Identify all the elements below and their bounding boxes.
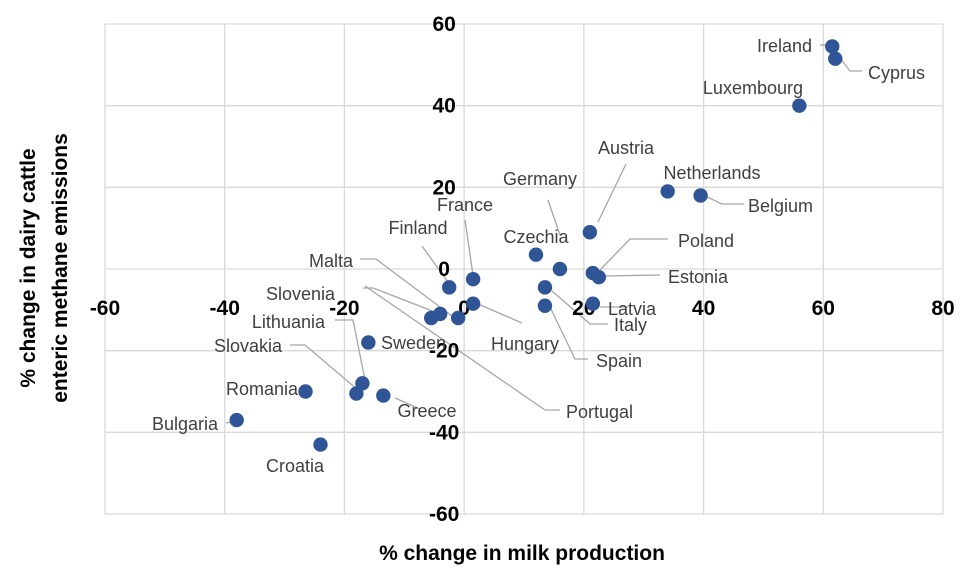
data-point-croatia (313, 437, 328, 452)
data-label-slovakia: Slovakia (214, 336, 283, 356)
data-point-bulgaria (229, 412, 244, 428)
x-tick-label: -40 (210, 297, 240, 320)
data-label-spain: Spain (596, 351, 642, 371)
data-label-ireland: Ireland (757, 36, 812, 56)
x-tick-label: 80 (931, 297, 954, 320)
data-point-germany (552, 261, 568, 277)
data-label-netherlands: Netherlands (663, 163, 760, 183)
data-label-lithuania: Lithuania (252, 312, 326, 332)
y-tick-label: -40 (429, 421, 459, 444)
data-label-germany: Germany (503, 169, 577, 189)
x-tick-label: -20 (329, 297, 359, 320)
leader-line-germany (547, 199, 561, 236)
data-point-sweden (361, 335, 376, 350)
data-point-cyprus (828, 51, 843, 66)
x-axis-title: % change in milk production (379, 542, 665, 565)
data-point-slovakia (349, 386, 364, 401)
grid-lines (104, 23, 944, 515)
x-tick-label: 40 (692, 297, 715, 320)
data-label-luxembourg: Luxembourg (703, 78, 803, 98)
data-point-greece (376, 388, 391, 403)
data-point-latvia (585, 296, 601, 311)
y-tick-label: 20 (432, 176, 455, 199)
data-label-austria: Austria (598, 138, 655, 158)
leader-line-poland (599, 238, 668, 271)
leader-line-italy (551, 290, 608, 325)
y-tick-label: 0 (438, 258, 450, 281)
leader-line-estonia (602, 274, 661, 277)
leader-line-spain (549, 306, 588, 360)
leader-line-lithuania (335, 319, 366, 381)
data-point-spain (537, 298, 553, 313)
data-point-austria (582, 225, 598, 240)
data-label-portugal: Portugal (566, 402, 633, 422)
data-label-malta: Malta (309, 251, 354, 271)
leader-line-belgium (704, 195, 744, 205)
leader-line-malta (360, 258, 453, 317)
leader-line-france (464, 219, 474, 276)
y-tick-label: -20 (429, 340, 459, 363)
x-tick-label: 60 (812, 297, 835, 320)
data-points (229, 39, 843, 452)
data-point-ireland (825, 39, 840, 54)
data-label-slovenia: Slovenia (266, 284, 336, 304)
data-point-romania (298, 384, 313, 399)
data-label-latvia: Latvia (608, 299, 657, 319)
data-label-croatia: Croatia (266, 456, 325, 476)
data-label-france: France (437, 195, 493, 215)
data-label-czechia: Czechia (503, 227, 569, 247)
data-label-hungary: Hungary (491, 334, 559, 354)
leader-line-portugal (364, 285, 560, 411)
data-point-malta (450, 310, 466, 326)
data-label-greece: Greece (397, 401, 456, 421)
data-label-finland: Finland (388, 218, 447, 238)
data-point-finland (441, 280, 457, 295)
leader-line-cyprus (839, 57, 862, 72)
data-label-estonia: Estonia (668, 267, 729, 287)
leader-line-finland (421, 245, 449, 283)
leader-line-hungary (477, 303, 523, 324)
leader-line-slovakia (290, 344, 359, 391)
data-point-estonia (591, 269, 607, 285)
data-label-italy: Italy (614, 315, 647, 335)
data-point-portugal (424, 310, 439, 326)
data-point-belgium (693, 188, 708, 203)
data-point-hungary (465, 296, 481, 311)
data-label-poland: Poland (678, 231, 734, 251)
y-axis-title: % change in dairy cattle enteric methane … (17, 133, 72, 403)
y-tick-label: 40 (432, 95, 455, 118)
data-point-luxembourg (792, 98, 807, 113)
data-point-czechia (528, 247, 544, 262)
data-labels: Ireland Cyprus Luxembourg Netherlands Belgiu… (152, 36, 925, 476)
leader-line-slovenia (363, 287, 436, 313)
y-tick-label: -60 (429, 503, 459, 526)
data-label-cyprus: Cyprus (868, 63, 925, 83)
label-leader-lines (225, 44, 862, 424)
data-label-bulgaria: Bulgaria (152, 414, 219, 434)
data-point-italy (537, 280, 553, 295)
data-label-sweden: Sweden (381, 333, 446, 353)
leader-line-greece (394, 397, 421, 410)
data-label-belgium: Belgium (748, 196, 813, 216)
x-tick-label: -60 (90, 297, 120, 320)
y-tick-label: 60 (432, 13, 455, 36)
x-tick-label: 0 (458, 297, 470, 320)
data-point-france (465, 272, 481, 287)
data-point-netherlands (660, 184, 675, 199)
data-label-romania: Romania (226, 379, 299, 399)
leader-line-austria (597, 163, 627, 223)
